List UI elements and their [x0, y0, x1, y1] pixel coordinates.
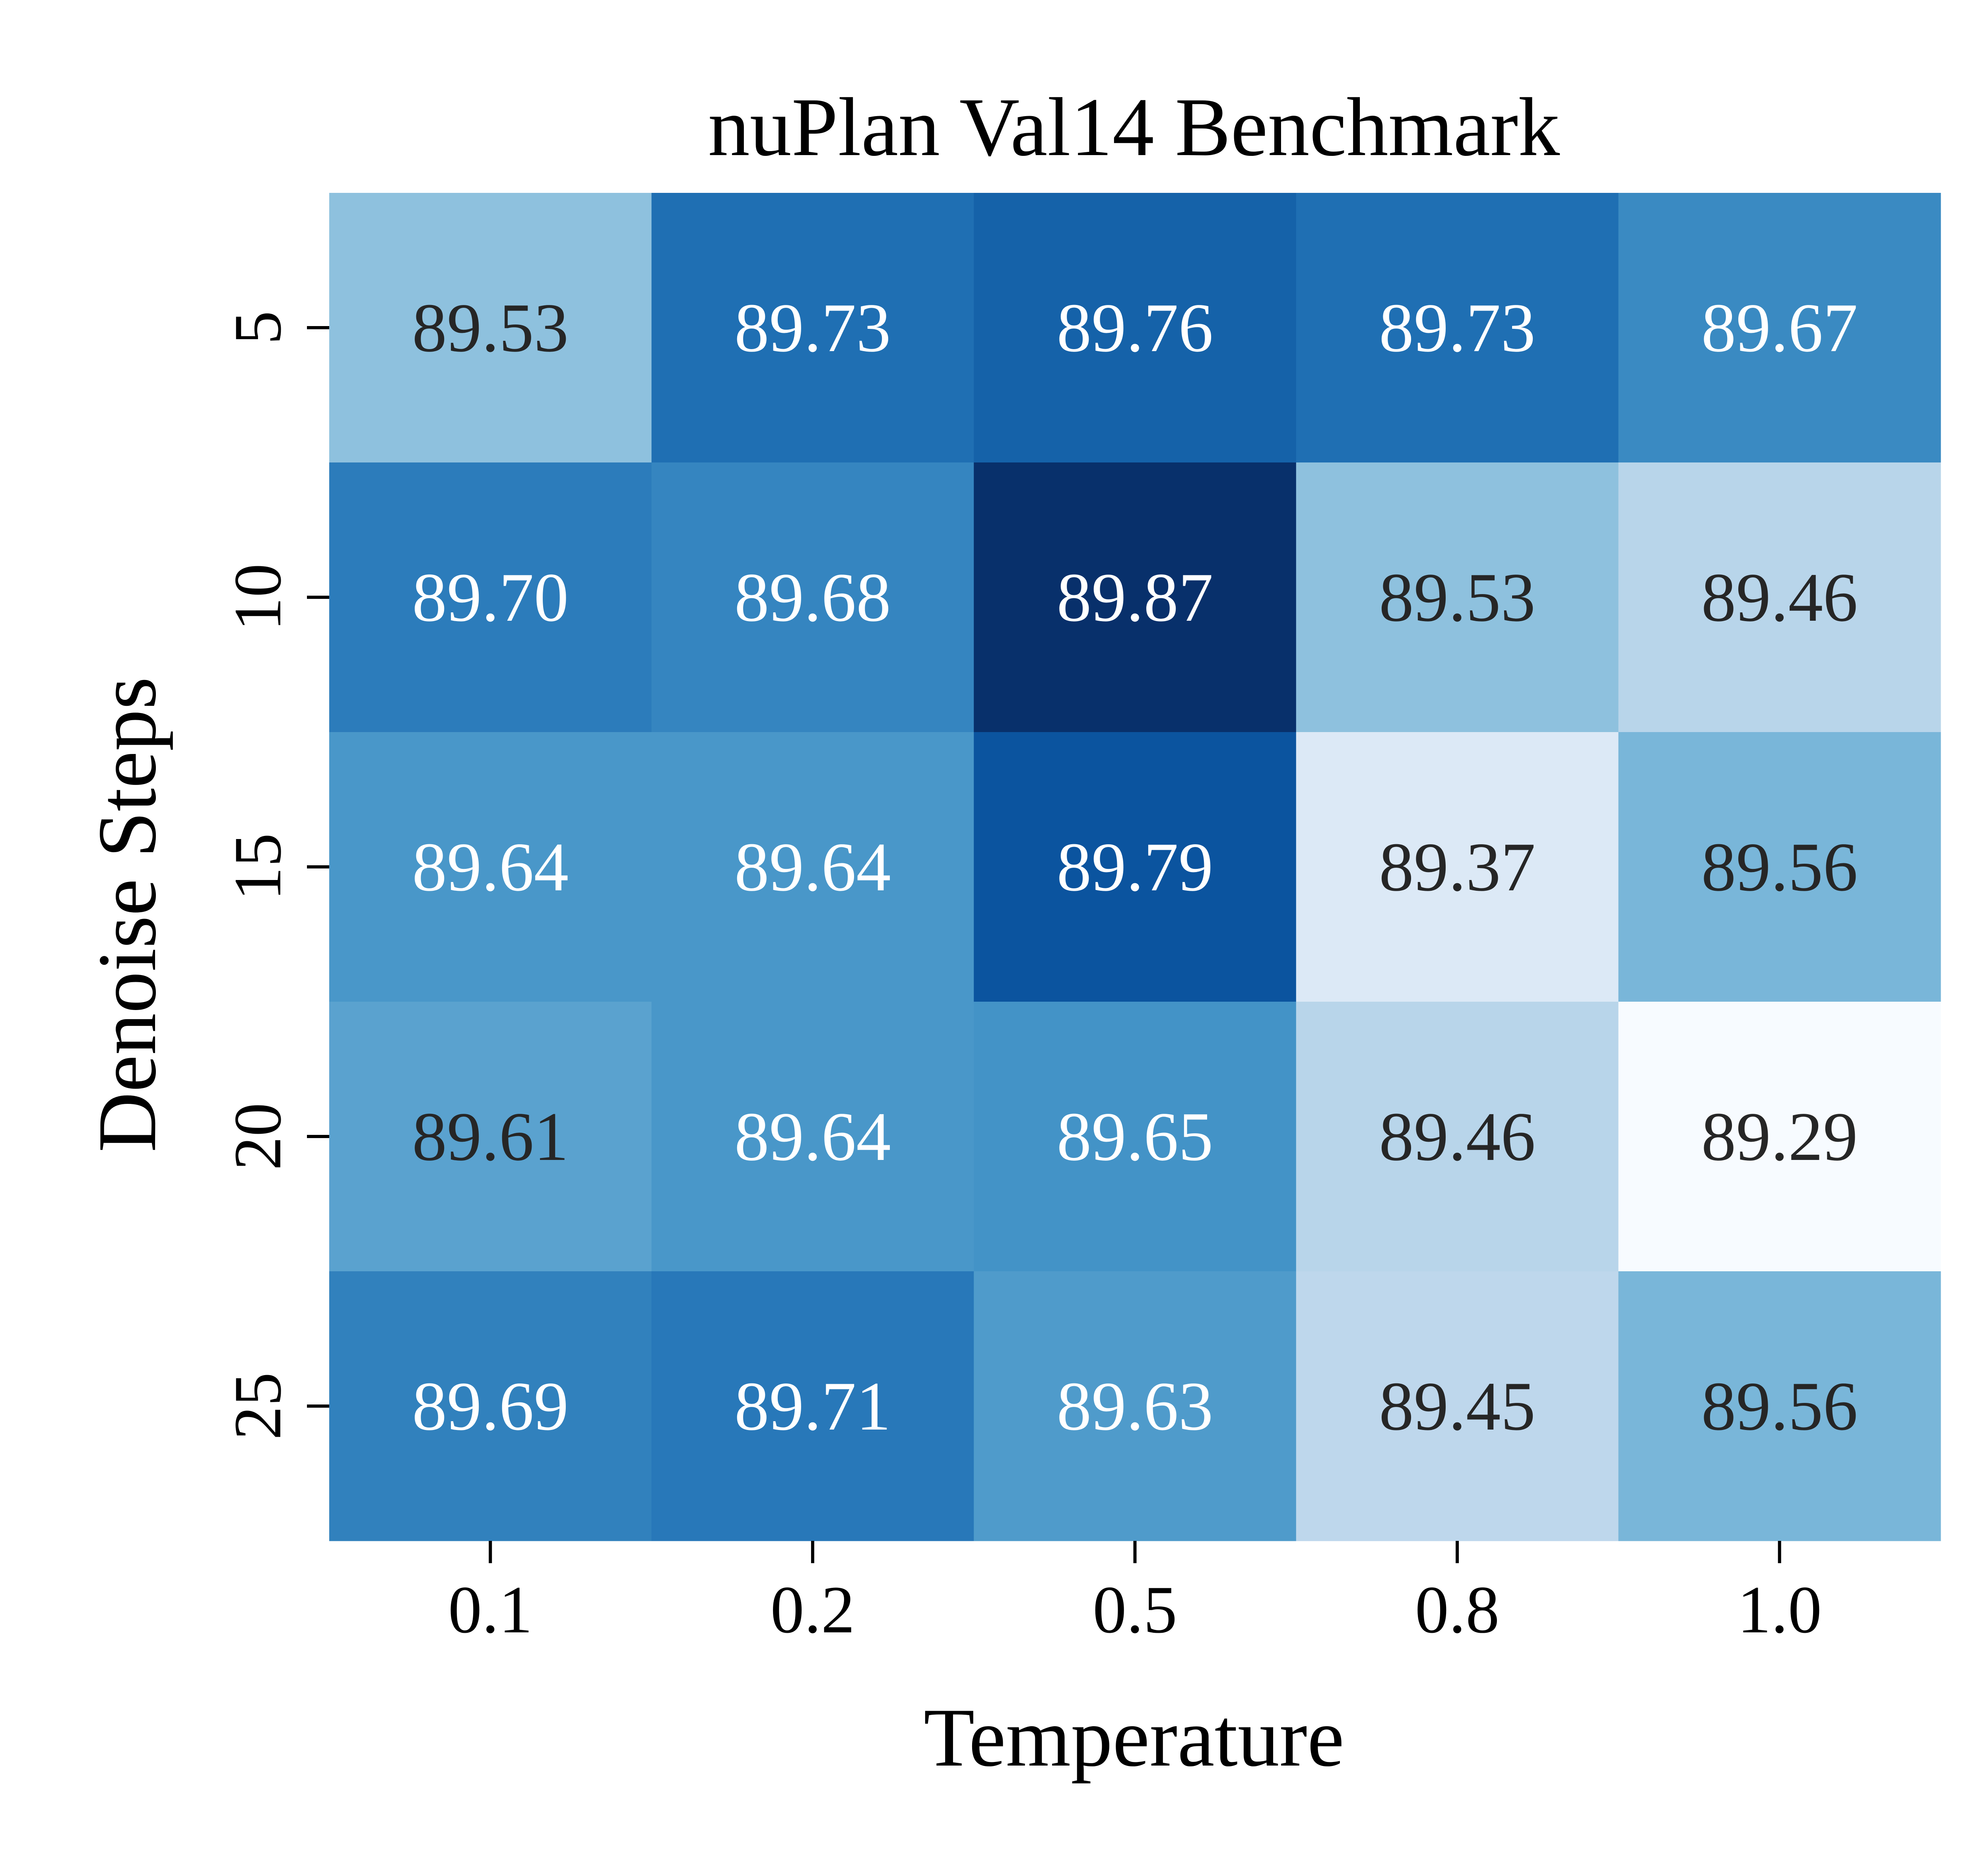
heatmap-cell-value: 89.71: [734, 1368, 891, 1445]
x-tick-label: 0.2: [771, 1572, 855, 1647]
heatmap-cell-value: 89.73: [734, 289, 891, 366]
heatmap-cell-value: 89.56: [1701, 828, 1858, 905]
heatmap-cell-value: 89.63: [1057, 1368, 1213, 1445]
heatmap-cell: [1296, 1271, 1619, 1541]
x-axis-ticks: 0.1 0.2 0.5 0.8 1.0: [448, 1541, 1822, 1647]
heatmap-cell-value: 89.70: [412, 559, 569, 636]
heatmap-cell: [974, 1271, 1297, 1541]
heatmap-cell-value: 89.67: [1701, 289, 1858, 366]
heatmap-cell: [651, 193, 974, 463]
heatmap-cell-value: 89.46: [1379, 1098, 1536, 1175]
y-tick-label: 15: [220, 833, 295, 901]
heatmap-cell-value: 89.56: [1701, 1368, 1858, 1445]
heatmap-cell: [651, 732, 974, 1002]
y-tick-label: 20: [220, 1103, 295, 1170]
heatmap-cell: [651, 1002, 974, 1272]
heatmap-cell-value: 89.65: [1057, 1098, 1213, 1175]
heatmap-cell: [329, 1271, 652, 1541]
heatmap-cell: [1618, 462, 1941, 732]
y-axis-label: Denoise Steps: [81, 677, 173, 1152]
heatmap-cell-value: 89.68: [734, 559, 891, 636]
x-tick-label: 0.8: [1415, 1572, 1500, 1647]
x-axis-label: Temperature: [924, 1692, 1344, 1784]
heatmap-cell: [651, 1271, 974, 1541]
heatmap-cell: [1618, 1271, 1941, 1541]
heatmap-cell-labels: 89.53 89.73 89.76 89.73 89.67 89.70 89.68 89.87…: [412, 289, 1858, 1445]
heatmap-cell-value: 89.46: [1701, 559, 1858, 636]
heatmap-cell: [1618, 1002, 1941, 1272]
heatmap-cell-value: 89.64: [734, 828, 891, 905]
heatmap-cell: [329, 462, 652, 732]
heatmap-cell: [974, 462, 1297, 732]
y-tick-label: 5: [220, 311, 295, 345]
heatmap-cell-value: 89.53: [412, 289, 569, 366]
heatmap-cell: [1618, 732, 1941, 1002]
heatmap-cell: [1296, 1002, 1619, 1272]
y-tick-label: 25: [220, 1372, 295, 1440]
heatmap-cell: [651, 462, 974, 732]
heatmap-cell-value: 89.45: [1379, 1368, 1536, 1445]
x-tick-label: 0.1: [448, 1572, 533, 1647]
heatmap-cell-value: 89.79: [1057, 828, 1213, 905]
heatmap-cell-value: 89.64: [412, 828, 569, 905]
heatmap-cell-value: 89.73: [1379, 289, 1536, 366]
heatmap-cell: [1618, 193, 1941, 463]
x-tick-label: 1.0: [1737, 1572, 1822, 1647]
heatmap-cell: [1296, 732, 1619, 1002]
heatmap-cell: [329, 732, 652, 1002]
heatmap-cell: [329, 193, 652, 463]
y-tick-label: 10: [220, 563, 295, 631]
heatmap-cell-value: 89.53: [1379, 559, 1536, 636]
heatmap-cell-value: 89.76: [1057, 289, 1213, 366]
heatmap-cell: [974, 1002, 1297, 1272]
x-tick-label: 0.5: [1093, 1572, 1177, 1647]
heatmap-cell-value: 89.37: [1379, 828, 1536, 905]
heatmap-cells: [329, 193, 1941, 1541]
heatmap-cell-value: 89.61: [412, 1098, 569, 1175]
chart-title: nuPlan Val14 Benchmark: [708, 81, 1560, 173]
heatmap-cell: [1296, 462, 1619, 732]
y-axis-ticks: 5 10 15 20 25: [220, 311, 329, 1440]
heatmap-cell: [974, 732, 1297, 1002]
heatmap-cell-value: 89.69: [412, 1368, 569, 1445]
heatmap-cell: [329, 1002, 652, 1272]
heatmap-cell-value: 89.29: [1701, 1098, 1858, 1175]
heatmap-cell-value: 89.87: [1057, 559, 1213, 636]
heatmap-cell: [1296, 193, 1619, 463]
heatmap-cell: [974, 193, 1297, 463]
heatmap-cell-value: 89.64: [734, 1098, 891, 1175]
